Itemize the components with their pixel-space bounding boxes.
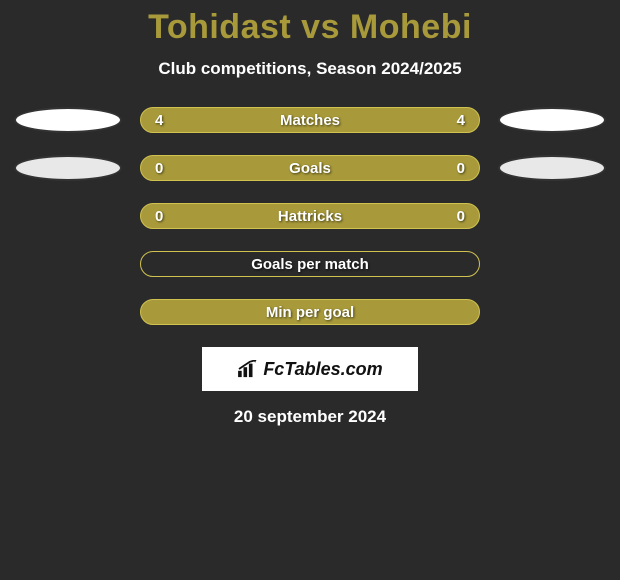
spacer (498, 203, 606, 229)
stat-right-value: 4 (457, 112, 465, 129)
stat-bar: 0Goals0 (140, 155, 480, 181)
chart-icon (237, 360, 259, 378)
right-ellipse (498, 107, 606, 133)
stat-row: 0Hattricks0 (0, 203, 620, 229)
stat-right-value: 0 (457, 208, 465, 225)
left-ellipse (14, 107, 122, 133)
logo-text: FcTables.com (263, 359, 382, 380)
stat-bar: 4Matches4 (140, 107, 480, 133)
stat-bar: Min per goal (140, 299, 480, 325)
stat-row: 0Goals0 (0, 155, 620, 181)
stat-right-value: 0 (457, 160, 465, 177)
stat-bar: 0Hattricks0 (140, 203, 480, 229)
stat-label: Goals (141, 160, 479, 177)
stat-row: Min per goal (0, 299, 620, 325)
spacer (14, 251, 122, 277)
stat-label: Goals per match (141, 256, 479, 273)
stat-bar: Goals per match (140, 251, 480, 277)
left-ellipse (14, 155, 122, 181)
stat-label: Hattricks (141, 208, 479, 225)
source-logo[interactable]: FcTables.com (202, 347, 418, 391)
stat-left-value: 4 (155, 112, 163, 129)
right-ellipse (498, 155, 606, 181)
subtitle: Club competitions, Season 2024/2025 (0, 59, 620, 79)
stat-label: Min per goal (141, 304, 479, 321)
stat-left-value: 0 (155, 160, 163, 177)
stat-row: Goals per match (0, 251, 620, 277)
stat-label: Matches (141, 112, 479, 129)
date-text: 20 september 2024 (0, 407, 620, 427)
stat-rows: 4Matches40Goals00Hattricks0Goals per mat… (0, 107, 620, 325)
spacer (14, 299, 122, 325)
spacer (498, 251, 606, 277)
stat-left-value: 0 (155, 208, 163, 225)
comparison-widget: Tohidast vs Mohebi Club competitions, Se… (0, 0, 620, 427)
spacer (498, 299, 606, 325)
page-title: Tohidast vs Mohebi (0, 8, 620, 47)
stat-row: 4Matches4 (0, 107, 620, 133)
spacer (14, 203, 122, 229)
